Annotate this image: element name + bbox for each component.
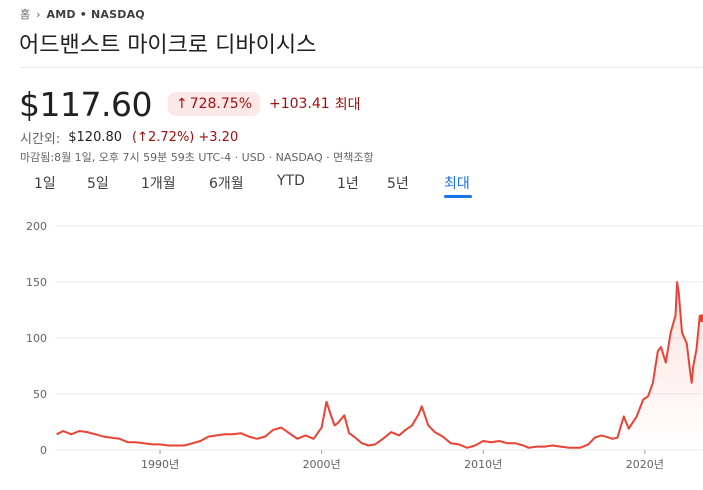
- breadcrumb-home-link[interactable]: 홈: [20, 8, 31, 21]
- divider: [20, 67, 703, 68]
- last-price-marker: [698, 314, 703, 323]
- y-tick-label: 0: [40, 444, 47, 457]
- after-hours-row: 시간외: $120.80 (↑2.72%) +3.20: [20, 128, 239, 147]
- x-tick-label: 1990년: [141, 458, 179, 471]
- price-area-fill: [56, 282, 703, 450]
- x-axis-labels: 1990년 2000년 2010년 2020년: [141, 450, 664, 471]
- page-title: 어드밴스트 마이크로 디바이시스: [19, 33, 317, 58]
- x-tick-label: 2020년: [626, 458, 664, 471]
- price-chart[interactable]: 200 150 100 50 0 1990년 2000년 2010년 2020년: [0, 210, 703, 480]
- y-axis-labels: 200 150 100 50 0: [26, 220, 47, 457]
- tab-1m[interactable]: 1개월: [141, 176, 176, 192]
- after-hours-price: $120.80: [68, 129, 123, 145]
- tab-1d[interactable]: 1일: [34, 176, 56, 192]
- quote-row: $117.60 ↑ 728.75% +103.41 최대: [19, 84, 360, 124]
- current-price: $117.60: [19, 84, 152, 124]
- tab-ytd[interactable]: YTD: [277, 173, 305, 189]
- change-percent: 728.75%: [189, 96, 252, 112]
- tab-1y[interactable]: 1년: [337, 176, 359, 192]
- tab-5d[interactable]: 5일: [87, 176, 109, 192]
- change-absolute: +103.41: [269, 96, 330, 112]
- change-percent-badge: ↑ 728.75%: [167, 92, 260, 116]
- chevron-right-icon: ›: [36, 7, 41, 21]
- y-tick-label: 50: [33, 388, 47, 401]
- y-tick-label: 100: [26, 332, 47, 345]
- active-tab-underline: [444, 195, 472, 198]
- tab-max[interactable]: 최대: [444, 176, 470, 192]
- price-line: [56, 281, 703, 449]
- chart-gridlines: [55, 225, 703, 451]
- change-period: 최대: [334, 97, 361, 113]
- breadcrumb-ticker: AMD • NASDAQ: [46, 7, 145, 21]
- after-hours-change-absolute: +3.20: [198, 129, 239, 145]
- tab-5y[interactable]: 5년: [387, 176, 409, 192]
- y-tick-label: 150: [26, 276, 47, 289]
- y-tick-label: 200: [26, 220, 47, 233]
- after-hours-label: 시간외:: [20, 131, 61, 147]
- x-tick-label: 2000년: [303, 458, 341, 471]
- after-hours-change-percent: (↑2.72%): [132, 129, 195, 145]
- market-close-info: 마감됨:8월 1일, 오후 7시 59분 59초 UTC-4 · USD · N…: [20, 151, 374, 164]
- arrow-up-icon: ↑: [175, 96, 188, 112]
- x-tick-label: 2010년: [464, 458, 502, 471]
- tab-6m[interactable]: 6개월: [209, 176, 244, 192]
- breadcrumb: 홈 › AMD • NASDAQ: [20, 6, 145, 22]
